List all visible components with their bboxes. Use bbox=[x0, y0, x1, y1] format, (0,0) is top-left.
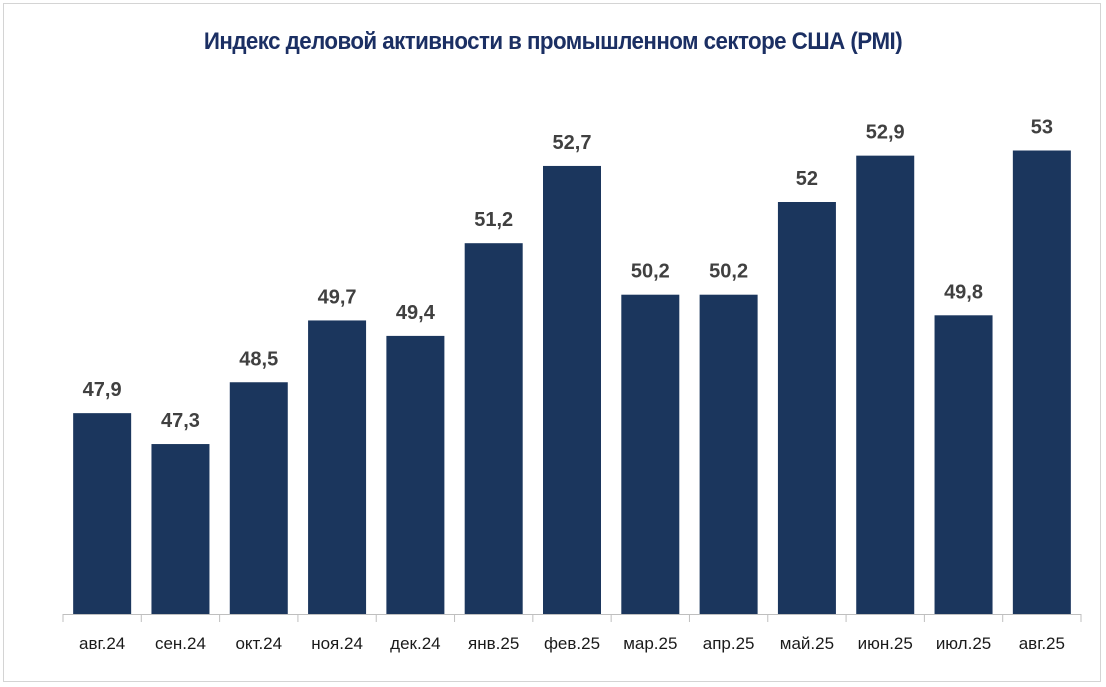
x-tick-label: фев.25 bbox=[544, 634, 600, 653]
bar-авг.25 bbox=[1012, 150, 1071, 614]
x-tick-label: сен.24 bbox=[155, 634, 206, 653]
value-label: 48,5 bbox=[239, 348, 278, 370]
bar-сен.24 bbox=[151, 444, 210, 614]
value-label: 49,7 bbox=[318, 286, 357, 308]
x-tick-label: дек.24 bbox=[390, 634, 440, 653]
x-tick-label: янв.25 bbox=[468, 634, 519, 653]
bar-авг.24 bbox=[73, 413, 132, 614]
bar-ноя.24 bbox=[308, 320, 367, 614]
bar-май.25 bbox=[777, 202, 836, 614]
value-label: 47,3 bbox=[161, 410, 200, 432]
x-tick-label: июн.25 bbox=[858, 634, 913, 653]
bar-окт.24 bbox=[229, 382, 288, 614]
x-tick-label: май.25 bbox=[780, 634, 834, 653]
x-tick-label: апр.25 bbox=[703, 634, 755, 653]
value-label: 52,9 bbox=[866, 122, 905, 144]
value-label: 52 bbox=[796, 168, 818, 190]
value-label: 50,2 bbox=[709, 261, 748, 283]
value-label: 53 bbox=[1031, 117, 1053, 139]
x-tick-label: мар.25 bbox=[623, 634, 677, 653]
value-label: 52,7 bbox=[553, 132, 592, 154]
x-tick-label: ноя.24 bbox=[311, 634, 363, 653]
value-label: 49,4 bbox=[396, 302, 436, 324]
x-axis bbox=[62, 614, 1082, 622]
bar-фев.25 bbox=[543, 165, 601, 614]
bar-апр.25 bbox=[699, 294, 758, 614]
x-tick-label: окт.24 bbox=[235, 634, 282, 653]
value-label: 47,9 bbox=[83, 379, 122, 401]
bar-дек.24 bbox=[386, 335, 445, 614]
value-label: 49,8 bbox=[944, 281, 983, 303]
bar-мар.25 bbox=[621, 294, 680, 614]
x-tick-label: авг.24 bbox=[79, 634, 125, 653]
x-tick-label: июл.25 bbox=[936, 634, 991, 653]
x-tick-labels-group: авг.24 сен.24 окт.24 ноя.24 дек.24 янв.25 фев.… bbox=[79, 634, 1065, 653]
value-labels-group: 47,9 47,3 48,5 49,7 49,4 51,2 52,7 50,2 50,2 52 52… bbox=[83, 117, 1053, 433]
bars-group bbox=[73, 150, 1071, 614]
bar-июн.25 bbox=[856, 155, 915, 614]
bar-июл.25 bbox=[934, 315, 993, 614]
x-tick-label: авг.25 bbox=[1019, 634, 1065, 653]
value-label: 50,2 bbox=[631, 261, 670, 283]
value-label: 51,2 bbox=[474, 209, 513, 231]
chart-title: Индекс деловой активности в промышленном… bbox=[203, 28, 903, 55]
bar-янв.25 bbox=[464, 243, 523, 614]
